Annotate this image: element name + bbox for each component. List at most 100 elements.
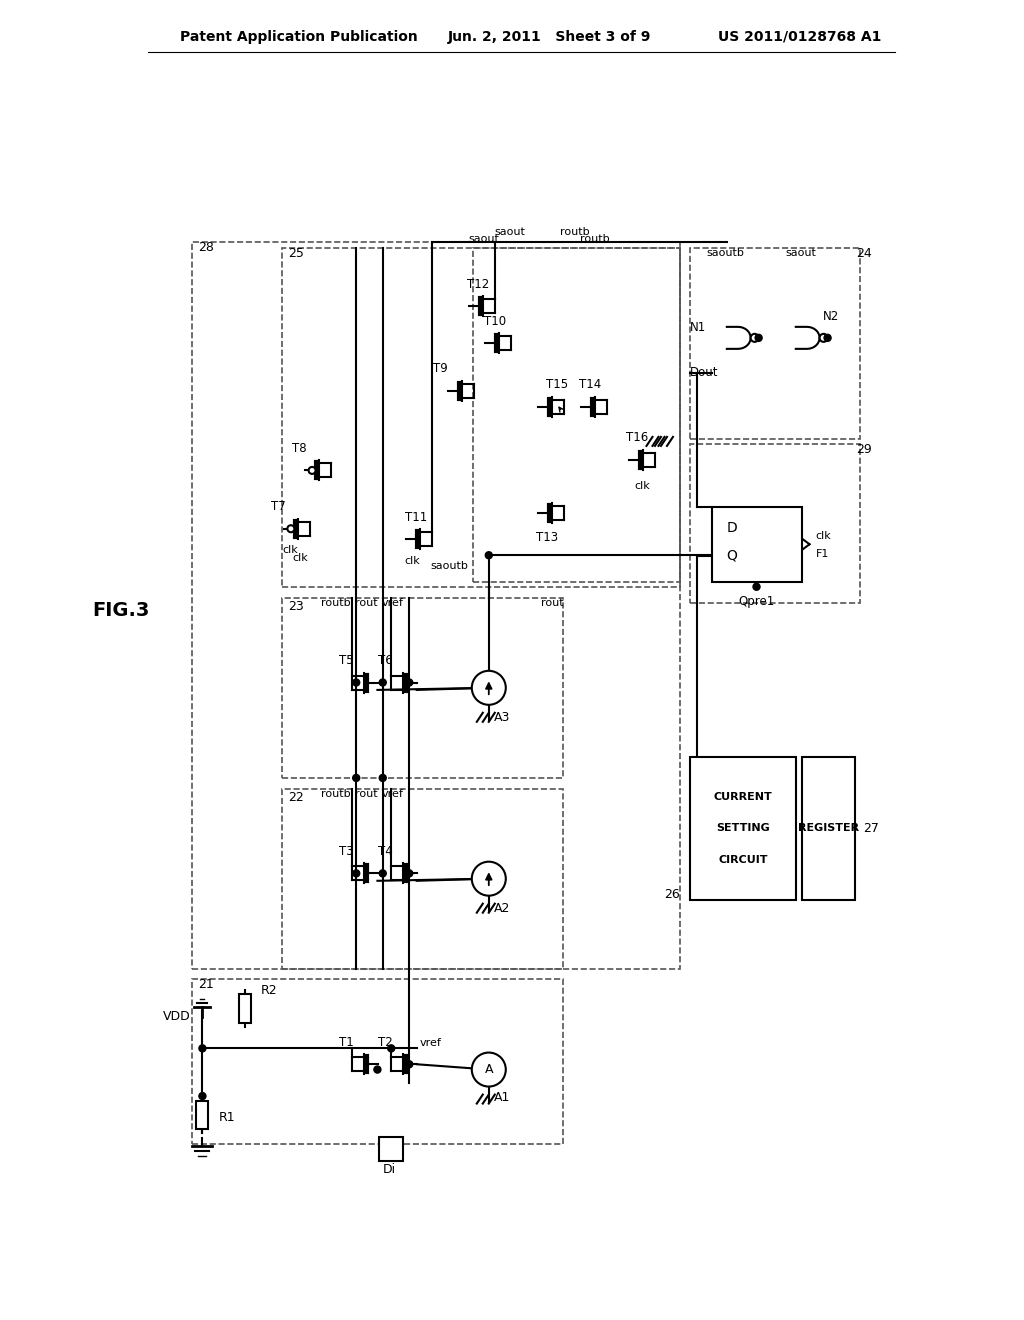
Circle shape: [485, 552, 493, 558]
Text: A2: A2: [494, 902, 510, 915]
Circle shape: [379, 678, 386, 686]
Text: A3: A3: [494, 711, 510, 725]
Text: 26: 26: [665, 888, 680, 902]
Bar: [197, 1101, 209, 1129]
Circle shape: [472, 1052, 506, 1086]
Text: rout: rout: [354, 598, 378, 609]
Text: REGISTER: REGISTER: [798, 824, 859, 833]
Text: FIG.3: FIG.3: [92, 601, 150, 619]
Text: T6: T6: [378, 653, 393, 667]
Circle shape: [352, 678, 359, 686]
Bar: [690, 248, 860, 438]
Text: T9: T9: [433, 363, 447, 375]
Bar: [282, 788, 563, 969]
Text: N2: N2: [823, 310, 839, 323]
Circle shape: [199, 1093, 206, 1100]
Text: T4: T4: [378, 845, 393, 858]
Text: saoutb: saoutb: [430, 561, 468, 570]
Circle shape: [472, 862, 506, 896]
Text: 29: 29: [856, 442, 871, 455]
Text: T2: T2: [378, 1036, 393, 1049]
Bar: [191, 979, 563, 1144]
Text: Di: Di: [383, 1163, 395, 1176]
Circle shape: [755, 334, 762, 342]
Circle shape: [379, 870, 386, 876]
Text: 28: 28: [199, 242, 214, 255]
Text: 25: 25: [289, 247, 304, 260]
Text: Q: Q: [726, 549, 737, 562]
Text: T14: T14: [579, 379, 601, 391]
Text: routb: routb: [322, 789, 351, 799]
Bar: [690, 756, 797, 900]
Text: T8: T8: [292, 442, 306, 455]
Text: Patent Application Publication: Patent Application Publication: [180, 30, 418, 44]
Bar: [473, 248, 680, 582]
Bar: [239, 994, 251, 1023]
Circle shape: [819, 334, 827, 342]
Text: rout: rout: [354, 789, 378, 799]
Text: clk: clk: [293, 553, 308, 564]
Text: vref: vref: [382, 598, 403, 609]
Circle shape: [472, 671, 506, 705]
Text: Dout: Dout: [690, 367, 719, 379]
Text: A: A: [484, 1063, 493, 1076]
Text: T10: T10: [484, 314, 507, 327]
Bar: [802, 756, 855, 900]
Circle shape: [374, 1067, 381, 1073]
Bar: [712, 507, 802, 582]
Circle shape: [288, 525, 294, 532]
Text: saout: saout: [785, 248, 816, 257]
Circle shape: [406, 870, 413, 876]
Polygon shape: [796, 327, 819, 348]
Bar: [690, 444, 860, 603]
Text: US 2011/0128768 A1: US 2011/0128768 A1: [718, 30, 882, 44]
Text: T11: T11: [404, 511, 427, 524]
Text: saoutb: saoutb: [707, 248, 744, 257]
Circle shape: [824, 334, 831, 342]
Text: N1: N1: [690, 321, 707, 334]
Text: T7: T7: [270, 500, 286, 513]
Text: T15: T15: [547, 379, 568, 391]
Text: saout: saout: [495, 227, 525, 236]
Bar: [191, 243, 680, 969]
Text: vref: vref: [382, 789, 403, 799]
Text: T3: T3: [339, 845, 353, 858]
Circle shape: [406, 1061, 413, 1068]
Bar: [379, 1137, 403, 1162]
Bar: [282, 248, 680, 587]
Text: A1: A1: [494, 1092, 510, 1104]
Text: T5: T5: [339, 653, 353, 667]
Text: saout: saout: [468, 234, 499, 244]
Circle shape: [308, 467, 315, 474]
Circle shape: [753, 583, 760, 590]
Text: 21: 21: [199, 978, 214, 991]
Circle shape: [352, 870, 359, 876]
Circle shape: [199, 1045, 206, 1052]
Text: R1: R1: [218, 1111, 234, 1123]
Bar: [282, 598, 563, 777]
Text: clk: clk: [815, 531, 831, 541]
Circle shape: [751, 334, 759, 342]
Text: clk: clk: [403, 556, 420, 565]
Text: Qpre1: Qpre1: [738, 595, 774, 609]
Text: 23: 23: [289, 599, 304, 612]
Text: T12: T12: [467, 277, 489, 290]
Text: vref: vref: [420, 1038, 441, 1048]
Text: VDD: VDD: [163, 1010, 190, 1023]
Text: clk: clk: [635, 482, 650, 491]
Circle shape: [352, 775, 359, 781]
Text: 27: 27: [862, 822, 879, 834]
Circle shape: [406, 678, 413, 686]
Text: routb: routb: [322, 598, 351, 609]
Circle shape: [379, 775, 386, 781]
Text: F1: F1: [815, 549, 828, 560]
Text: Jun. 2, 2011   Sheet 3 of 9: Jun. 2, 2011 Sheet 3 of 9: [449, 30, 651, 44]
Text: routb: routb: [560, 227, 590, 236]
Text: 22: 22: [289, 791, 304, 804]
Text: CIRCUIT: CIRCUIT: [719, 855, 768, 865]
Text: routb: routb: [580, 234, 609, 244]
Text: T16: T16: [627, 432, 648, 445]
Text: T13: T13: [537, 532, 558, 544]
Text: SETTING: SETTING: [717, 824, 770, 833]
Polygon shape: [727, 327, 751, 348]
